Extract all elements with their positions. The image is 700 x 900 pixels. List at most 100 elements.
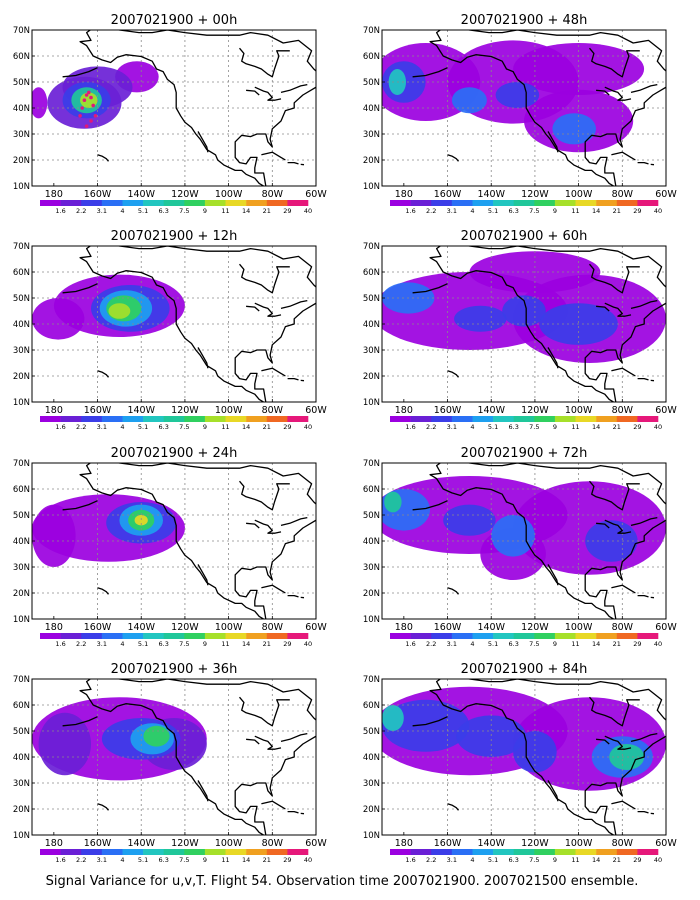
x-tick-label: 80W (612, 838, 634, 849)
x-tick-label: 160W (84, 838, 112, 849)
variance-contour (384, 491, 402, 513)
x-tick-label: 60W (305, 838, 327, 849)
colorbar-label: 2.2 (426, 207, 436, 215)
x-tick-label: 80W (262, 622, 284, 633)
variance-contour (38, 712, 91, 776)
y-tick-label: 70N (13, 26, 30, 36)
x-tick-label: 120W (171, 622, 199, 633)
colorbar-swatch (596, 849, 618, 855)
x-tick-label: 100W (215, 622, 243, 633)
coastline (429, 30, 614, 186)
y-tick-label: 10N (363, 831, 380, 841)
colorbar-label: 5.1 (488, 207, 498, 215)
colorbar-swatch (246, 200, 268, 206)
colorbar-label: 4 (470, 640, 474, 648)
colorbar-swatch (122, 849, 144, 855)
colorbar-label: 29 (633, 856, 641, 864)
coastline (596, 305, 610, 312)
x-tick-label: 60W (305, 622, 327, 633)
colorbar-swatch (493, 200, 514, 206)
coastline (429, 463, 614, 619)
colorbar-label: 3.1 (97, 640, 107, 648)
colorbar-label: 40 (654, 423, 662, 431)
x-tick-label: 160W (434, 189, 462, 200)
y-tick-label: 20N (13, 589, 30, 599)
x-tick-label: 140W (477, 622, 505, 633)
colorbar-swatch (513, 633, 535, 639)
y-tick-label: 40N (363, 104, 380, 114)
coastline (589, 480, 640, 511)
colorbar-label: 9 (553, 856, 557, 864)
colorbar-label: 40 (304, 856, 312, 864)
coastline (197, 131, 209, 153)
colorbar-label: 11 (571, 423, 579, 431)
coastline (547, 564, 559, 586)
colorbar-label: 2.2 (426, 640, 436, 648)
variance-contour (134, 515, 148, 526)
coastline (604, 519, 632, 534)
y-tick-label: 60N (363, 701, 380, 711)
coastline (412, 500, 448, 511)
colorbar-label: 29 (283, 423, 291, 431)
colorbar-label: 21 (263, 207, 271, 215)
colorbar-label: 14 (242, 207, 250, 215)
x-tick-label: 140W (477, 405, 505, 416)
x-tick-label: 180 (45, 622, 63, 633)
colorbar-swatch (575, 200, 597, 206)
variance-contour (585, 520, 638, 562)
colorbar-label: 6.3 (159, 856, 169, 864)
observation-point (80, 106, 84, 110)
variance-contour (32, 504, 76, 567)
x-tick-label: 180 (45, 189, 63, 200)
variance-contour (454, 305, 507, 332)
x-tick-label: 160W (434, 405, 462, 416)
colorbar-label: 4 (470, 856, 474, 864)
y-tick-label: 50N (363, 511, 380, 521)
y-tick-label: 40N (13, 104, 30, 114)
colorbar-swatch (266, 849, 288, 855)
y-tick-label: 10N (363, 615, 380, 625)
colorbar-swatch (616, 200, 638, 206)
observation-point (84, 124, 89, 128)
x-tick-label: 160W (434, 838, 462, 849)
x-tick-label: 120W (521, 189, 549, 200)
colorbar-swatch (472, 200, 494, 206)
panel-title: 2007021900 + 36h (111, 662, 238, 677)
y-tick-label: 10N (13, 182, 30, 192)
variance-contour (32, 298, 85, 340)
x-tick-label: 80W (262, 405, 284, 416)
observation-point (93, 114, 98, 118)
colorbar-swatch (637, 633, 659, 639)
y-tick-label: 50N (13, 511, 30, 521)
coastline (197, 564, 209, 586)
y-tick-label: 60N (363, 52, 380, 62)
y-tick-label: 70N (363, 242, 380, 252)
coastline (466, 246, 666, 402)
coastline (280, 516, 308, 527)
colorbar-swatch (184, 849, 206, 855)
colorbar-swatch (431, 633, 453, 639)
colorbar-swatch (60, 200, 82, 206)
map-panel: 2007021900 + 72h 10N 20N 30N 40N 50N 60N 70N 180… (363, 446, 678, 648)
coastline (630, 732, 658, 743)
colorbar-label: 40 (654, 856, 662, 864)
coastline (261, 800, 286, 810)
colorbar-label: 5.1 (488, 640, 498, 648)
y-tick-label: 20N (13, 805, 30, 815)
variance-contour (382, 705, 404, 731)
x-tick-label: 160W (434, 622, 462, 633)
colorbar-label: 1.6 (55, 423, 65, 431)
colorbar-label: 2.2 (76, 856, 86, 864)
panel-title: 2007021900 + 48h (461, 13, 588, 28)
coastline (246, 89, 260, 96)
colorbar-swatch (266, 633, 288, 639)
colorbar-swatch (266, 416, 288, 422)
y-tick-label: 20N (363, 805, 380, 815)
colorbar-label: 4 (120, 207, 124, 215)
coastline (412, 67, 448, 78)
coastline (62, 500, 98, 511)
coastline (412, 716, 448, 727)
colorbar-label: 7.5 (179, 423, 189, 431)
colorbar-label: 2.2 (426, 423, 436, 431)
y-tick-label: 30N (363, 563, 380, 573)
